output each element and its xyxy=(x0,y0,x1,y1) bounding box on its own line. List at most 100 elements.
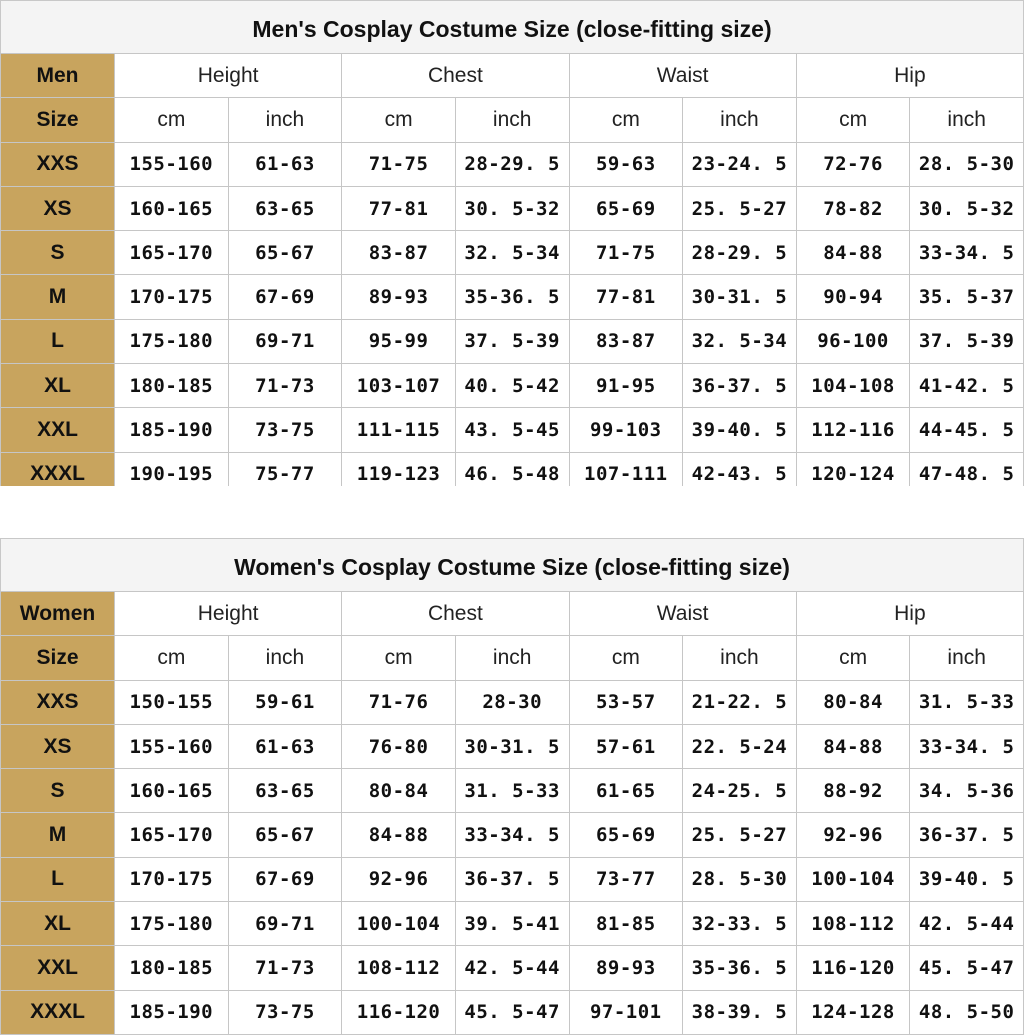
measurement-cell: 30-31. 5 xyxy=(454,723,570,770)
measurement-cell: 59-61 xyxy=(227,679,343,725)
measurement-cell: 28-29. 5 xyxy=(454,141,570,187)
measurement-cell: 100-104 xyxy=(795,856,911,903)
measurement-cell: 59-63 xyxy=(568,141,684,187)
unit-header: inch xyxy=(454,97,570,143)
measurement-cell: 31. 5-33 xyxy=(454,768,570,814)
table-row: L 170-175 67-69 92-96 36-37. 5 73-77 28. 5-30 1… xyxy=(0,856,1024,903)
measurement-cell: 41-42. 5 xyxy=(909,363,1024,409)
measurement-cell: 71-75 xyxy=(341,141,456,187)
measure-header: Hip xyxy=(795,590,1024,637)
measurement-cell: 160-165 xyxy=(114,185,229,232)
measurement-cell: 32. 5-34 xyxy=(682,318,797,365)
unit-header: inch xyxy=(227,97,343,143)
measurement-cell: 69-71 xyxy=(227,901,343,947)
measurement-cell: 61-65 xyxy=(568,768,684,814)
measurement-cell: 61-63 xyxy=(227,141,343,187)
measurement-cell: 37. 5-39 xyxy=(454,318,570,365)
unit-header-row: Size cm inch cm inch cm inch cm inch xyxy=(0,635,1024,681)
size-label: S xyxy=(0,768,115,814)
measurement-cell: 31. 5-33 xyxy=(909,679,1024,725)
measurement-cell: 96-100 xyxy=(795,318,911,365)
measurement-cell: 71-73 xyxy=(227,363,343,409)
unit-header: cm xyxy=(114,97,229,143)
measurement-cell: 73-75 xyxy=(227,989,343,1035)
measurement-cell: 175-180 xyxy=(114,318,229,365)
corner-label: Women xyxy=(0,590,115,637)
table-row: XXL 180-185 71-73 108-112 42. 5-44 89-93 35-36… xyxy=(0,945,1024,991)
unit-header: cm xyxy=(114,635,229,681)
measurement-cell: 32. 5-34 xyxy=(454,230,570,276)
measurement-cell: 170-175 xyxy=(114,856,229,903)
size-table: Men Height Chest Waist Hip Size cm inch cm inch cm… xyxy=(0,52,1024,497)
measurement-cell: 40. 5-42 xyxy=(454,363,570,409)
unit-header: cm xyxy=(341,635,456,681)
size-label: M xyxy=(0,812,115,858)
size-label: XXS xyxy=(0,679,115,725)
measurement-cell: 92-96 xyxy=(341,856,456,903)
measurement-cell: 72-76 xyxy=(795,141,911,187)
measurement-cell: 34. 5-36 xyxy=(909,768,1024,814)
measurement-cell: 42. 5-44 xyxy=(454,945,570,991)
size-label: XXS xyxy=(0,141,115,187)
unit-header: inch xyxy=(227,635,343,681)
table-row: XS 160-165 63-65 77-81 30. 5-32 65-69 25. 5-27… xyxy=(0,185,1024,232)
table-row: XXL 185-190 73-75 111-115 43. 5-45 99-103 39-4… xyxy=(0,407,1024,453)
measurement-cell: 23-24. 5 xyxy=(682,141,797,187)
measurement-cell: 63-65 xyxy=(227,185,343,232)
measurement-cell: 175-180 xyxy=(114,901,229,947)
measurement-cell: 35-36. 5 xyxy=(454,274,570,320)
unit-header: cm xyxy=(795,635,911,681)
unit-header: inch xyxy=(454,635,570,681)
table-row: XL 175-180 69-71 100-104 39. 5-41 81-85 32-33.… xyxy=(0,901,1024,947)
measure-header: Height xyxy=(113,52,343,99)
measurement-cell: 65-69 xyxy=(568,185,684,232)
measurement-cell: 111-115 xyxy=(341,407,456,453)
size-column-label: Size xyxy=(0,635,115,681)
measurement-cell: 22. 5-24 xyxy=(682,723,797,770)
measurement-cell: 42. 5-44 xyxy=(909,901,1024,947)
measurement-cell: 33-34. 5 xyxy=(909,723,1024,770)
measurement-cell: 160-165 xyxy=(114,768,229,814)
measurement-cell: 28. 5-30 xyxy=(909,141,1024,187)
measurement-cell: 39-40. 5 xyxy=(682,407,797,453)
measurement-cell: 71-76 xyxy=(341,679,456,725)
measurement-cell: 170-175 xyxy=(114,274,229,320)
measurement-cell: 39-40. 5 xyxy=(909,856,1024,903)
measurement-cell: 43. 5-45 xyxy=(454,407,570,453)
measurement-cell: 35-36. 5 xyxy=(682,945,797,991)
measurement-cell: 89-93 xyxy=(341,274,456,320)
measurement-cell: 99-103 xyxy=(568,407,684,453)
measurement-cell: 65-67 xyxy=(227,230,343,276)
size-label: XXL xyxy=(0,407,115,453)
measurement-cell: 90-94 xyxy=(795,274,911,320)
measure-header-row: Men Height Chest Waist Hip xyxy=(0,52,1024,99)
measure-header: Chest xyxy=(341,590,570,637)
measurement-cell: 165-170 xyxy=(114,812,229,858)
measurement-cell: 95-99 xyxy=(341,318,456,365)
table-row: XXS 155-160 61-63 71-75 28-29. 5 59-63 23-24. … xyxy=(0,141,1024,187)
size-label: M xyxy=(0,274,115,320)
measurement-cell: 124-128 xyxy=(795,989,911,1035)
measurement-cell: 185-190 xyxy=(114,407,229,453)
measure-header: Chest xyxy=(341,52,570,99)
unit-header: cm xyxy=(341,97,456,143)
measurement-cell: 71-73 xyxy=(227,945,343,991)
measurement-cell: 33-34. 5 xyxy=(909,230,1024,276)
measurement-cell: 36-37. 5 xyxy=(682,363,797,409)
size-label: XS xyxy=(0,723,115,770)
measurement-cell: 80-84 xyxy=(795,679,911,725)
measurement-cell: 108-112 xyxy=(341,945,456,991)
measurement-cell: 78-82 xyxy=(795,185,911,232)
unit-header: inch xyxy=(682,97,797,143)
measurement-cell: 30. 5-32 xyxy=(454,185,570,232)
measurement-cell: 24-25. 5 xyxy=(682,768,797,814)
size-label: L xyxy=(0,856,115,903)
measurement-cell: 28-30 xyxy=(454,679,570,725)
measurement-cell: 73-75 xyxy=(227,407,343,453)
measurement-cell: 77-81 xyxy=(341,185,456,232)
measure-header: Hip xyxy=(795,52,1024,99)
measurement-cell: 44-45. 5 xyxy=(909,407,1024,453)
size-label: XXL xyxy=(0,945,115,991)
